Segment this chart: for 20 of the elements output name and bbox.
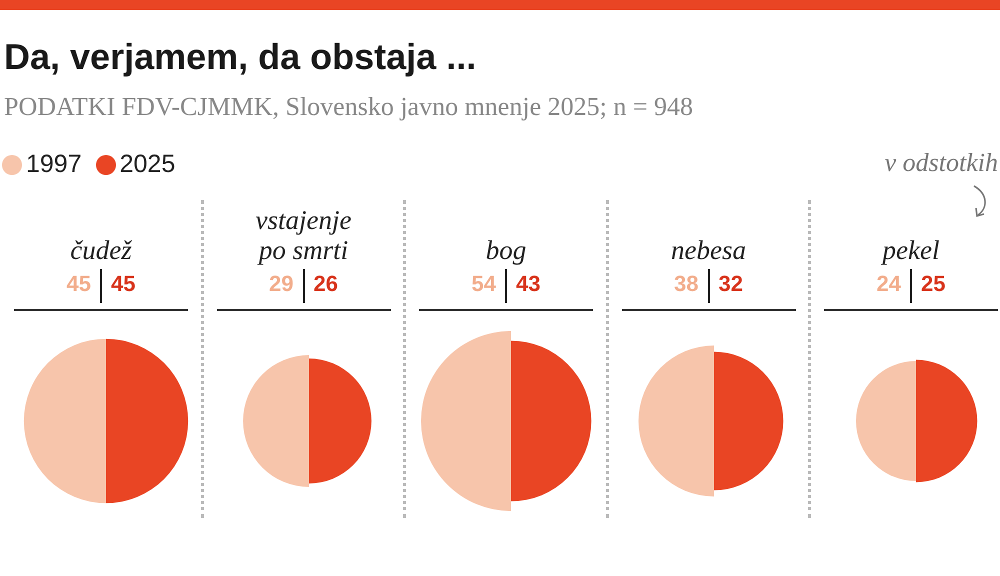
data-label: 45 [100,269,165,303]
text: v odstotkih [884,148,998,178]
data-label: 24 [876,270,902,298]
data-label: 32 [708,269,772,303]
category-label: bog [484,235,528,265]
category-label: nebesa [670,235,747,265]
text: PODATKI FDV-CJMMK, Slovensko javno mnenje 2025; n = 948 [4,92,693,122]
category-label: pekel [880,235,940,265]
legend-label: 2025 [120,150,176,179]
data-label: 25 [910,269,975,303]
data-label: 45 [66,270,92,298]
data-label: 26 [302,269,368,303]
data-label: 38 [673,270,700,298]
data-label: 54 [470,270,497,298]
legend-label: 1997 [26,150,82,179]
category-label: čudež [69,235,133,265]
data-label: 29 [268,270,294,298]
category-label: vstajenje po smrti [254,205,352,265]
data-label: 43 [505,269,570,303]
text: Da, verjamem, da obstaja ... [4,36,476,78]
